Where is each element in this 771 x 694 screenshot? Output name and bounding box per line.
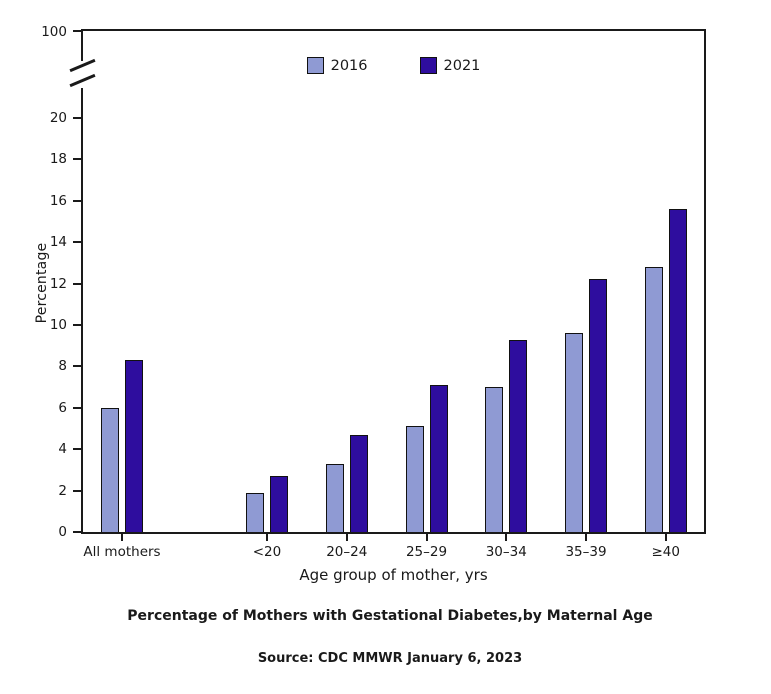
x-tick-mark <box>266 534 268 541</box>
x-tick-label: <20 <box>252 544 282 560</box>
bar-2021 <box>429 385 448 532</box>
x-tick-label: 25–29 <box>405 544 448 560</box>
y-tick-label: 2 <box>58 482 67 499</box>
y-tick-label: 10 <box>49 317 67 333</box>
bar-2021 <box>589 279 607 532</box>
x-axis-title: Age group of mother, yrs <box>299 566 488 584</box>
x-tick-mark <box>585 534 587 541</box>
x-tick-mark <box>664 534 667 541</box>
bar-2021 <box>270 476 288 532</box>
y-tick-mark <box>73 241 81 244</box>
legend-item-2016: 2016 <box>306 57 368 74</box>
y-tick-label: 0 <box>58 524 67 540</box>
y-tick-label: 8 <box>58 358 67 375</box>
y-tick-label: 6 <box>58 399 67 416</box>
y-tick-label: 4 <box>58 441 67 458</box>
y-tick-mark <box>73 30 81 32</box>
y-tick-mark <box>73 489 81 492</box>
x-tick-label: 30–34 <box>485 544 527 560</box>
bar-2021 <box>349 434 368 532</box>
y-tick-label: 100 <box>41 24 67 40</box>
x-tick-label: 20–24 <box>326 544 368 560</box>
y-tick-label: 12 <box>49 275 67 292</box>
y-tick-label: 14 <box>49 234 67 251</box>
bar-2016 <box>565 333 583 532</box>
legend-label: 2021 <box>443 57 481 74</box>
bar-2021 <box>125 360 143 532</box>
y-tick-label: 20 <box>49 110 67 126</box>
bar-2016 <box>246 492 264 532</box>
bar-2016 <box>101 407 119 532</box>
x-tick-label: All mothers <box>83 544 161 560</box>
legend-item-2021: 2021 <box>419 57 481 74</box>
y-tick-mark <box>73 158 81 161</box>
y-tick-mark <box>73 199 81 202</box>
x-tick-mark <box>505 534 508 541</box>
y-tick-mark <box>73 531 81 533</box>
y-tick-mark <box>73 448 81 451</box>
y-tick-mark <box>73 406 81 409</box>
y-tick-mark <box>73 117 81 119</box>
y-tick-mark <box>73 282 81 285</box>
y-tick-mark <box>73 324 81 326</box>
x-tick-label: ≥40 <box>651 544 681 560</box>
bar-2021 <box>509 339 528 532</box>
legend-swatch-icon <box>419 57 437 74</box>
y-tick-label: 16 <box>49 192 67 209</box>
chart-title: Percentage of Mothers with Gestational D… <box>127 608 653 624</box>
plot-area: 2016 2021 0 2 4 6 8 10 12 14 16 18 20 100 All mothers… <box>41 24 706 560</box>
chart-source: Source: CDC MMWR January 6, 2023 <box>257 651 523 666</box>
x-tick-mark <box>345 534 348 541</box>
x-tick-mark <box>121 534 123 541</box>
bar-2016 <box>405 426 424 532</box>
x-tick-label: 35–39 <box>565 544 607 560</box>
bar-2016 <box>644 267 663 532</box>
legend-swatch-icon <box>306 57 324 74</box>
bar-2021 <box>668 209 687 532</box>
legend-label: 2016 <box>330 57 368 74</box>
legend: 2016 2021 <box>83 57 704 74</box>
x-tick-mark <box>425 534 428 541</box>
y-tick-label: 18 <box>49 151 67 168</box>
y-axis-title: Percentage <box>34 242 50 324</box>
y-axis-break <box>78 61 88 88</box>
bar-2016 <box>325 463 344 532</box>
bar-2016 <box>485 387 504 532</box>
y-tick-mark <box>73 365 81 368</box>
